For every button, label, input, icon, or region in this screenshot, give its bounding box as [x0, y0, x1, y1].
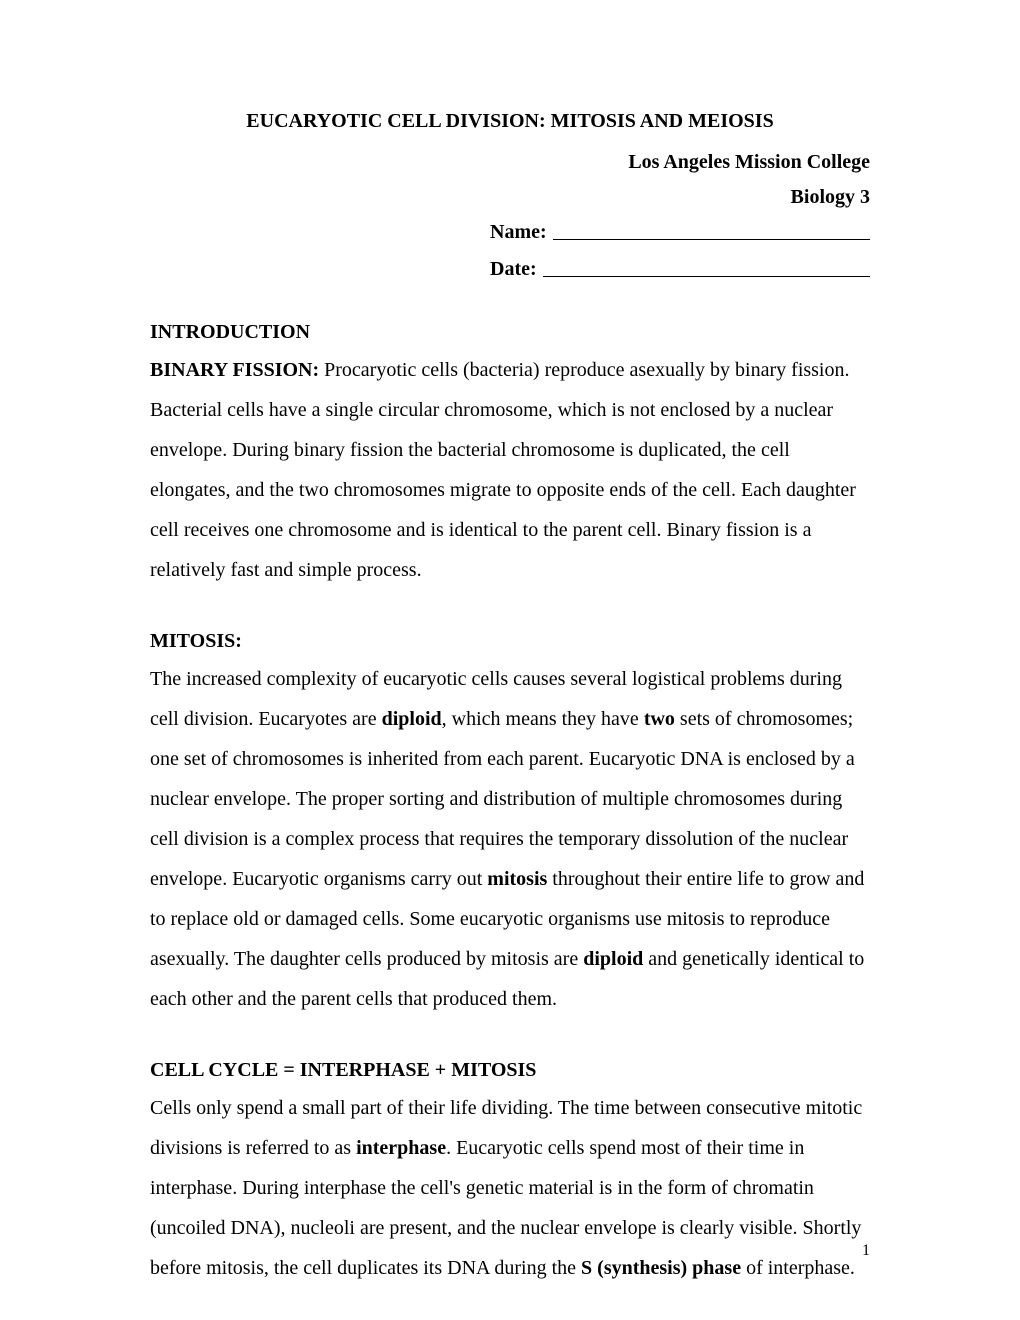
name-label: Name:: [150, 221, 547, 244]
cell-cycle-paragraph: Cells only spend a small part of their l…: [150, 1088, 870, 1288]
document-title: EUCARYOTIC CELL DIVISION: MITOSIS AND ME…: [150, 110, 870, 133]
mitosis-heading: MITOSIS:: [150, 630, 870, 653]
name-blank-line[interactable]: [553, 221, 870, 240]
date-label: Date:: [150, 258, 537, 281]
mitosis-text-3: sets of chromosomes; one set of chromoso…: [150, 708, 855, 890]
mitosis-bold-two: two: [644, 708, 675, 730]
mitosis-paragraph: The increased complexity of eucaryotic c…: [150, 659, 870, 1019]
mitosis-bold-diploid-2: diploid: [583, 948, 643, 970]
date-blank-line[interactable]: [543, 258, 870, 277]
cell-cycle-bold-interphase: interphase: [356, 1137, 446, 1159]
course-line: Biology 3: [150, 186, 870, 209]
mitosis-bold-mitosis: mitosis: [487, 868, 547, 890]
page-number: 1: [862, 1242, 870, 1260]
binary-fission-label: BINARY FISSION:: [150, 359, 319, 381]
intro-heading: INTRODUCTION: [150, 321, 870, 344]
document-page: EUCARYOTIC CELL DIVISION: MITOSIS AND ME…: [0, 0, 1020, 1320]
cell-cycle-heading: CELL CYCLE = INTERPHASE + MITOSIS: [150, 1059, 870, 1082]
name-field-row: Name:: [150, 221, 870, 244]
date-field-row: Date:: [150, 258, 870, 281]
binary-fission-text: Procaryotic cells (bacteria) reproduce a…: [150, 359, 856, 581]
mitosis-bold-diploid-1: diploid: [382, 708, 442, 730]
cell-cycle-bold-sphase: S (synthesis) phase: [581, 1257, 741, 1279]
mitosis-text-2: , which means they have: [442, 708, 644, 730]
institution-line: Los Angeles Mission College: [150, 151, 870, 174]
cell-cycle-text-3: of interphase.: [741, 1257, 855, 1279]
binary-fission-paragraph: BINARY FISSION: Procaryotic cells (bacte…: [150, 350, 870, 590]
